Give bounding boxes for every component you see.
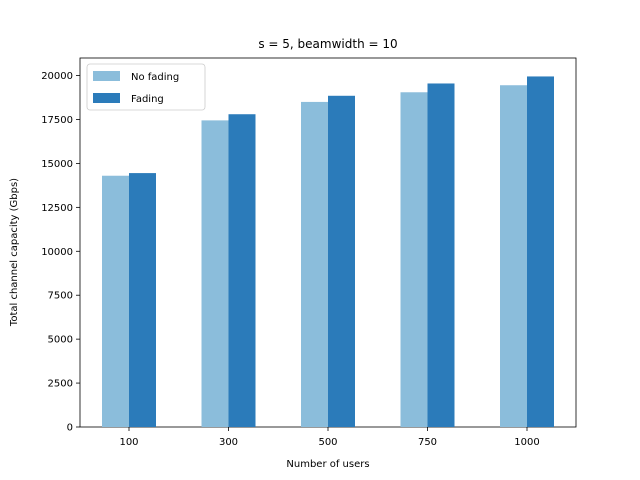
chart-title: s = 5, beamwidth = 10 [258,37,397,51]
y-axis-label: Total channel capacity (Gbps) [9,178,20,327]
y-tick-label: 17500 [41,115,73,126]
bar-no-fading-750 [400,92,428,427]
bar-fading-750 [427,83,455,427]
y-tick-label: 15000 [41,159,73,170]
y-tick-label: 10000 [41,247,73,258]
x-tick-label: 100 [119,437,138,448]
y-axis-ticks: 0 2500 5000 7500 10000 12500 15000 17500 20000 [41,71,80,434]
y-tick-label: 7500 [48,291,73,302]
legend: No fading Fading [86,63,206,111]
legend-label: Fading [131,94,164,105]
legend-swatch-no-fading [93,71,120,81]
bar-no-fading-500 [301,101,328,427]
bar-fading-300 [228,114,256,427]
x-axis-ticks: 100 300 500 750 1000 [119,427,540,448]
x-tick-label: 1000 [514,437,539,448]
y-tick-label: 12500 [41,203,73,214]
legend-label: No fading [131,72,179,83]
bar-no-fading-1000 [500,85,527,427]
bar-fading-100 [129,173,156,427]
x-axis-label: Number of users [286,459,369,470]
bars [102,76,554,428]
y-tick-label: 2500 [48,379,73,390]
x-tick-label: 500 [318,437,337,448]
y-tick-label: 5000 [48,335,73,346]
bar-no-fading-300 [201,120,229,427]
x-tick-label: 300 [219,437,238,448]
bar-fading-500 [328,95,355,428]
bar-no-fading-100 [102,175,129,427]
bar-fading-1000 [527,76,554,427]
x-tick-label: 750 [418,437,437,448]
y-tick-label: 20000 [41,71,73,82]
y-tick-label: 0 [67,423,73,434]
legend-swatch-fading [93,93,120,103]
